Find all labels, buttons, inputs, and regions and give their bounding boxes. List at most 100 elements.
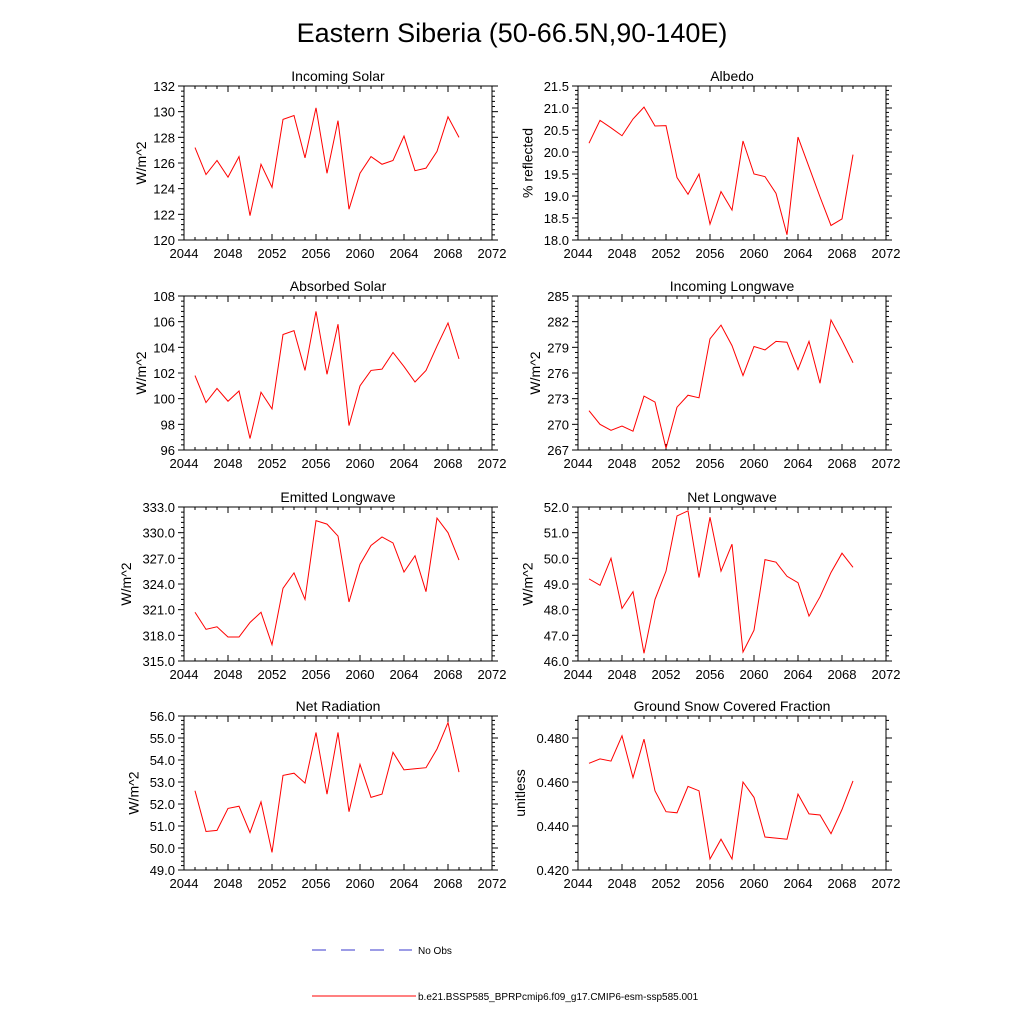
x-tick-label: 2068 [828, 456, 857, 471]
y-tick-label: 56.0 [150, 709, 175, 724]
legend: No Obs b.e21.BSSP585_BPRPcmip6.f09_g17.C… [312, 946, 699, 1003]
y-tick-label: 126 [153, 156, 175, 171]
x-tick-label: 2056 [302, 876, 331, 891]
chart-panel: Albedo 2044 2048 2052 2056 2060 2064 2068 2072 18… [519, 68, 900, 261]
x-tick-label: 2056 [696, 876, 725, 891]
y-tick-label: 48.0 [544, 603, 569, 618]
chart-panel: Incoming Solar 2044 2048 2052 2056 2060 2064 20… [133, 68, 507, 261]
series-line [194, 311, 460, 439]
y-tick-label: 51.0 [150, 819, 175, 834]
panel-title: Incoming Longwave [670, 278, 795, 294]
x-tick-label: 2072 [872, 667, 901, 682]
y-axis-label: W/m^2 [133, 141, 149, 184]
y-tick-label: 19.5 [544, 167, 569, 182]
x-tick-label: 2064 [784, 456, 813, 471]
chart-panel: Emitted Longwave 2044 2048 2052 2056 2060 2064… [118, 489, 506, 682]
y-tick-label: 50.0 [150, 841, 175, 856]
y-tick-label: 96 [161, 443, 175, 458]
y-tick-label: 327.0 [142, 551, 175, 566]
y-tick-label: 50.0 [544, 551, 569, 566]
x-tick-label: 2060 [740, 456, 769, 471]
y-tick-label: 20.5 [544, 123, 569, 138]
series-line [194, 107, 460, 216]
x-tick-label: 2068 [434, 246, 463, 261]
x-tick-label: 2052 [652, 456, 681, 471]
chart-panel: Absorbed Solar 2044 2048 2052 2056 2060 2064 20… [133, 278, 507, 471]
x-tick-label: 2048 [214, 667, 243, 682]
x-tick-label: 2068 [434, 876, 463, 891]
x-tick-label: 2044 [564, 246, 593, 261]
y-tick-label: 120 [153, 233, 175, 248]
x-tick-label: 2056 [696, 456, 725, 471]
y-tick-label: 49.0 [544, 577, 569, 592]
x-tick-label: 2048 [214, 876, 243, 891]
chart-panel: Net Longwave 2044 2048 2052 2056 2060 2064 2068… [519, 489, 900, 682]
y-axis-label: W/m^2 [519, 562, 535, 605]
chart-panel: Net Radiation 2044 2048 2052 2056 2060 2064 206… [125, 698, 506, 891]
x-tick-label: 2068 [434, 456, 463, 471]
y-tick-label: 0.440 [536, 819, 569, 834]
y-tick-label: 324.0 [142, 577, 175, 592]
panel-title: Ground Snow Covered Fraction [634, 698, 831, 714]
chart-panel: Incoming Longwave 2044 2048 2052 2056 2060 206… [527, 278, 901, 471]
x-tick-label: 2064 [390, 876, 419, 891]
x-tick-label: 2056 [696, 246, 725, 261]
panel-title: Albedo [710, 68, 754, 84]
y-tick-label: 106 [153, 315, 175, 330]
y-tick-label: 282 [547, 315, 569, 330]
y-axis-label: unitless [512, 769, 528, 816]
panel-title: Net Radiation [296, 698, 381, 714]
x-tick-label: 2064 [784, 246, 813, 261]
x-tick-label: 2048 [608, 456, 637, 471]
series-line [588, 510, 854, 654]
no-obs-legend-label: No Obs [418, 946, 452, 957]
x-tick-label: 2044 [564, 876, 593, 891]
x-tick-label: 2052 [652, 667, 681, 682]
x-tick-label: 2060 [740, 667, 769, 682]
x-tick-label: 2072 [478, 246, 507, 261]
x-tick-label: 2044 [170, 456, 199, 471]
y-tick-label: 98 [161, 417, 175, 432]
x-tick-label: 2048 [214, 456, 243, 471]
x-tick-label: 2060 [346, 246, 375, 261]
x-tick-label: 2056 [696, 667, 725, 682]
y-tick-label: 21.5 [544, 79, 569, 94]
chart-panel: Ground Snow Covered Fraction 2044 2048 2052… [512, 698, 900, 891]
x-tick-label: 2072 [478, 667, 507, 682]
x-tick-label: 2052 [652, 876, 681, 891]
x-tick-label: 2072 [478, 876, 507, 891]
x-tick-label: 2072 [872, 456, 901, 471]
x-tick-label: 2044 [170, 876, 199, 891]
x-tick-label: 2064 [390, 246, 419, 261]
y-axis-label: W/m^2 [527, 351, 543, 394]
y-tick-label: 124 [153, 182, 175, 197]
series-line [588, 318, 854, 449]
x-tick-label: 2044 [564, 667, 593, 682]
y-tick-label: 47.0 [544, 628, 569, 643]
x-tick-label: 2056 [302, 667, 331, 682]
y-tick-label: 51.0 [544, 526, 569, 541]
x-tick-label: 2072 [478, 456, 507, 471]
y-tick-label: 52.0 [150, 797, 175, 812]
x-tick-label: 2068 [434, 667, 463, 682]
x-tick-label: 2048 [608, 246, 637, 261]
x-tick-label: 2048 [608, 876, 637, 891]
y-tick-label: 128 [153, 130, 175, 145]
y-tick-label: 321.0 [142, 603, 175, 618]
y-tick-label: 49.0 [150, 863, 175, 878]
x-tick-label: 2060 [346, 667, 375, 682]
x-tick-label: 2044 [170, 246, 199, 261]
x-tick-label: 2052 [652, 246, 681, 261]
y-axis-label: W/m^2 [125, 771, 141, 814]
panel-title: Emitted Longwave [280, 489, 395, 505]
y-tick-label: 108 [153, 289, 175, 304]
y-tick-label: 18.0 [544, 233, 569, 248]
y-tick-label: 0.480 [536, 731, 569, 746]
x-tick-label: 2048 [608, 667, 637, 682]
y-tick-label: 46.0 [544, 654, 569, 669]
y-tick-label: 330.0 [142, 526, 175, 541]
y-tick-label: 318.0 [142, 628, 175, 643]
x-tick-label: 2064 [390, 456, 419, 471]
y-tick-label: 0.460 [536, 775, 569, 790]
x-tick-label: 2060 [740, 246, 769, 261]
